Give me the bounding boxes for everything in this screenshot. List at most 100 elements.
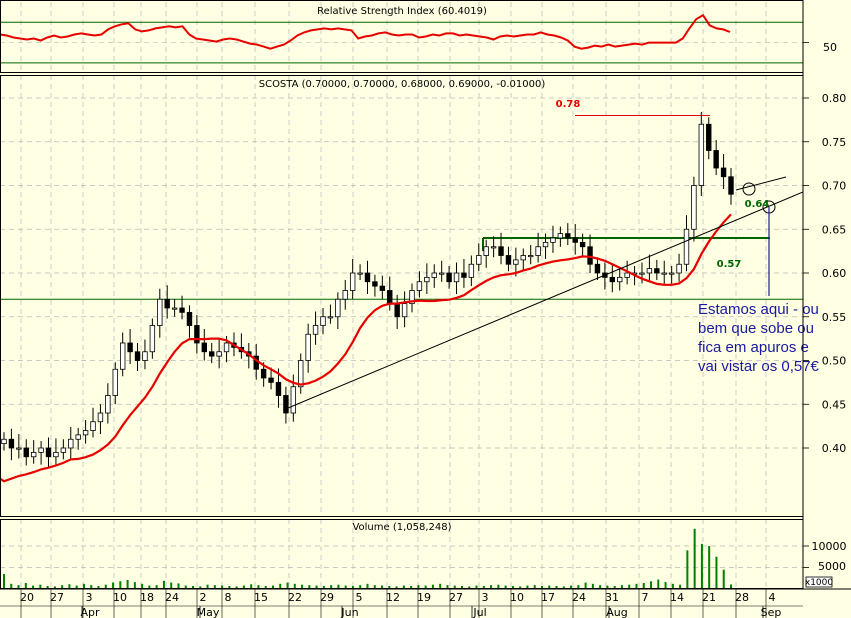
price-panel — [0, 75, 803, 517]
candle-up — [698, 123, 705, 186]
candle-down — [728, 176, 734, 195]
x-date-label: 31 — [605, 591, 619, 604]
candle-up — [617, 276, 623, 283]
candle-up — [16, 447, 22, 450]
candle-up — [298, 360, 304, 388]
candle-up — [312, 325, 319, 335]
x-date-label: 15 — [254, 591, 268, 604]
candle-up — [431, 272, 437, 278]
candle-down — [8, 438, 15, 449]
candle-up — [550, 237, 556, 243]
candle-up — [513, 259, 519, 265]
candle-up — [1, 438, 7, 445]
candle-down — [179, 307, 185, 313]
candle-down — [379, 285, 386, 291]
candle-up — [676, 263, 682, 274]
x-month-label: Apr — [80, 606, 100, 618]
x-date-label: 18 — [140, 591, 154, 604]
candle-up — [171, 307, 178, 310]
price-tick-label: 0.50 — [822, 355, 847, 368]
x-month-label: Jun — [340, 606, 358, 618]
volume-tick-5000: 5000 — [818, 560, 846, 573]
price-tick-label: 0.45 — [822, 398, 847, 411]
candle-up — [691, 185, 697, 230]
level-label-057: 0.57 — [717, 259, 742, 270]
x-axis: 20 27 3 10 18 24 2 8 15 22 29 5 12 19 27 3 10 17 24 31 7 14 21… — [0, 589, 803, 618]
candle-down — [587, 246, 593, 265]
x-date-label: 22 — [288, 591, 302, 604]
candle-down — [260, 368, 267, 379]
x-date-label: 10 — [510, 591, 524, 604]
candle-up — [60, 447, 67, 453]
x-date-label: 4 — [769, 591, 776, 604]
volume-panel — [0, 519, 803, 589]
x-month-label: Sep — [761, 606, 782, 618]
candle-up — [535, 246, 541, 256]
x-date-label: 14 — [670, 591, 684, 604]
candle-up — [624, 272, 630, 278]
candle-up — [97, 412, 104, 423]
moving-average-line — [0, 213, 732, 483]
price-tick-label: 0.55 — [822, 311, 847, 324]
x-date-label: 8 — [225, 591, 232, 604]
candle-up — [105, 395, 111, 414]
candle-down — [134, 351, 141, 361]
support-trend-line — [287, 191, 803, 409]
candle-down — [461, 272, 467, 278]
x-date-label: 24 — [165, 591, 179, 604]
x-date-label: 12 — [386, 591, 400, 604]
volume-unit-box — [805, 576, 833, 588]
x-date-label: 20 — [20, 591, 34, 604]
price-plot — [0, 112, 803, 483]
candle-down — [446, 272, 452, 283]
candle-up — [82, 430, 89, 436]
candle-down — [127, 342, 133, 353]
price-tick-label: 0.40 — [822, 442, 847, 455]
candle-up — [112, 368, 118, 396]
price-tick-label: 0.75 — [822, 136, 847, 149]
marker-circle-upper — [742, 182, 756, 196]
x-date-label: 27 — [449, 591, 463, 604]
annotation-line-4: vai vistar os 0,57€ — [698, 358, 820, 375]
candle-down — [565, 233, 571, 239]
candle-up — [290, 386, 297, 414]
candle-up — [409, 290, 415, 305]
candle-down — [706, 123, 712, 151]
candle-down — [654, 268, 660, 274]
level-label-064: 0.64 — [745, 199, 770, 210]
x-month-label: Aug — [606, 606, 627, 618]
x-date-label: 17 — [541, 591, 555, 604]
candle-down — [209, 351, 215, 357]
candle-up — [683, 228, 690, 265]
x-date-label: 2 — [200, 591, 207, 604]
candle-up — [542, 241, 549, 248]
candle-up — [416, 281, 423, 291]
x-axis-area — [0, 589, 851, 618]
candle-down — [194, 325, 200, 344]
x-month-label: Jul — [472, 606, 486, 618]
candle-up — [528, 255, 534, 258]
x-date-label: 10 — [113, 591, 127, 604]
candle-up — [223, 342, 230, 353]
candle-down — [594, 263, 601, 274]
candle-up — [305, 333, 311, 361]
volume-tick-10000: 10000 — [812, 540, 847, 553]
annotation-line-2: bem que sobe ou — [698, 320, 814, 337]
candle-up — [401, 303, 408, 318]
candle-up — [30, 451, 37, 458]
candle-up — [327, 316, 334, 319]
candle-down — [268, 377, 274, 383]
rsi-tick-50: 50 — [823, 41, 837, 54]
candle-down — [372, 281, 378, 287]
candle-down — [275, 381, 282, 396]
candle-up — [438, 272, 445, 275]
candle-down — [609, 276, 616, 283]
annotation-line-3: fica em apuros e — [698, 339, 809, 356]
candle-down — [720, 167, 727, 178]
candle-up — [453, 272, 460, 283]
candle-up — [639, 272, 645, 275]
candle-up — [424, 276, 430, 283]
candle-up — [646, 268, 653, 274]
candle-up — [490, 246, 497, 249]
